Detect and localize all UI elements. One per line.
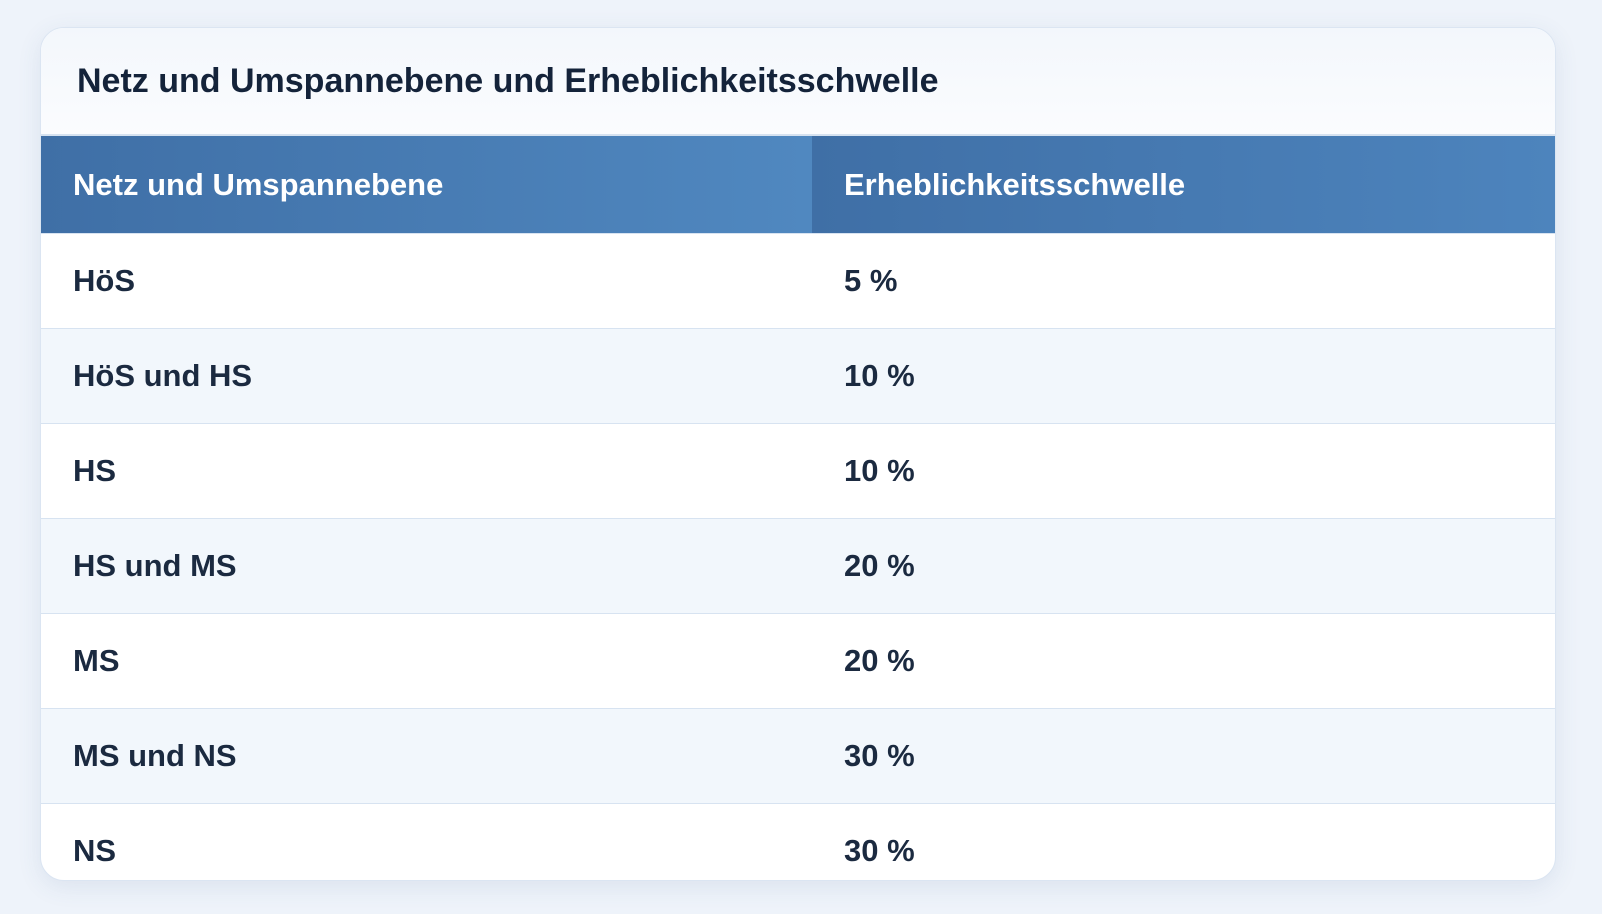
table-row: HS und MS 20 %: [41, 518, 1555, 614]
table-cell: 20 %: [812, 613, 1555, 709]
table-body: HöS 5 % HöS und HS 10 % HS 10 % HS und MS 20 % M…: [41, 233, 1555, 880]
header-row: Netz und Umspannebene Erheblichkeitsschwe…: [41, 136, 1555, 234]
table-cell: HöS: [41, 233, 812, 329]
table-cell: 30 %: [812, 803, 1555, 880]
table-cell: HS: [41, 423, 812, 519]
column-header: Erheblichkeitsschwelle: [812, 136, 1555, 234]
table-cell: 20 %: [812, 518, 1555, 614]
card-header: Netz und Umspannebene und Erheblichkeits…: [41, 28, 1555, 136]
card-title: Netz und Umspannebene und Erheblichkeits…: [77, 61, 939, 100]
table-row: HöS 5 %: [41, 233, 1555, 329]
table-row: HS 10 %: [41, 423, 1555, 519]
table-cell: 10 %: [812, 328, 1555, 424]
table-cell: HöS und HS: [41, 328, 812, 424]
table-cell: MS und NS: [41, 708, 812, 804]
table-card: Netz und Umspannebene und Erheblichkeits…: [40, 27, 1556, 881]
table-row: MS und NS 30 %: [41, 708, 1555, 804]
data-table: Netz und Umspannebene Erheblichkeitsschwe…: [41, 136, 1555, 880]
table-cell: NS: [41, 803, 812, 880]
table-row: HöS und HS 10 %: [41, 328, 1555, 424]
column-header: Netz und Umspannebene: [41, 136, 812, 234]
table-cell: 10 %: [812, 423, 1555, 519]
table-row: MS 20 %: [41, 613, 1555, 709]
table-row: NS 30 %: [41, 803, 1555, 880]
table-cell: HS und MS: [41, 518, 812, 614]
table-cell: 30 %: [812, 708, 1555, 804]
table-cell: 5 %: [812, 233, 1555, 329]
table-cell: MS: [41, 613, 812, 709]
